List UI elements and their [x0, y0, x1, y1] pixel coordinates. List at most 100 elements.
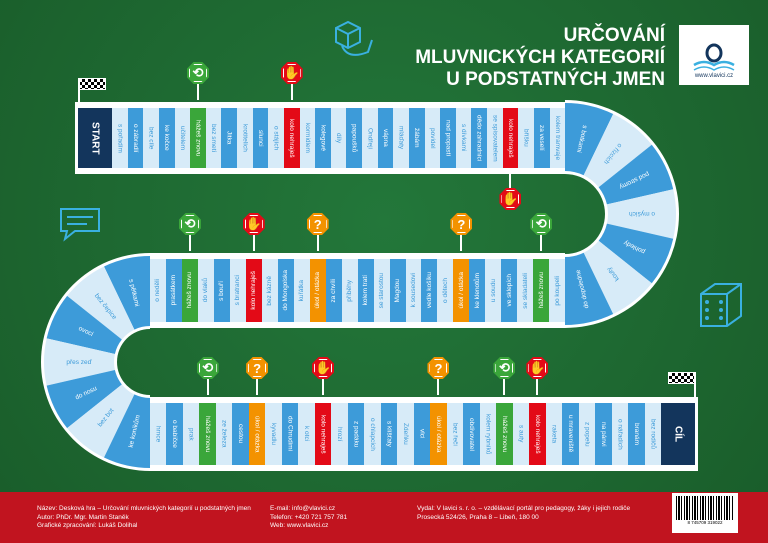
recycle-arrows-icon: ⟲: [178, 213, 201, 235]
tile-kolo-nehrajes: kolo nehraješ: [245, 259, 262, 322]
board-tile: se skladateli: [517, 259, 534, 322]
tile-kolo-nehrajes: kolo nehraješ: [283, 108, 300, 168]
tile-hazes-znovu: hážeš znovu: [190, 108, 206, 168]
footer: Název: Desková hra – Určování mluvnickýc…: [0, 492, 768, 543]
board-tile: vápna: [377, 108, 394, 168]
title-line: URČOVÁNÍ: [563, 25, 665, 46]
board-tile: za chvíli: [325, 259, 342, 322]
board-tile: s klíšťaty: [380, 403, 398, 465]
board-tile: bez rodičů: [644, 403, 662, 465]
board-row-top: START s pořadím o zábradlí bez cíle ke kočce…: [75, 102, 566, 174]
tile-label: úkol / otázka: [434, 415, 442, 453]
title-line: MLUVNICKÝCH KATEGORIÍ: [415, 47, 665, 68]
footer-email: E-mail: info@vlavici.cz: [270, 505, 336, 512]
tile-label: úkol / otázka: [253, 415, 261, 453]
book-logo-icon: [693, 43, 735, 71]
tile-label: po koupeli: [553, 275, 561, 306]
tile-label: na pánvi: [599, 421, 607, 447]
tile-label: úkol / otázka: [457, 272, 465, 309]
tile-label: o dětech: [441, 278, 449, 303]
question-mark-icon: ?: [450, 213, 473, 235]
tile-label: do Chrudimi: [286, 416, 294, 452]
tile-kolo-nehrajes: kolo nehraješ: [314, 403, 332, 465]
board-row-middle: o neděli prasátkem hážeš znovu do vlaků s bo…: [150, 253, 566, 328]
board-tile: ke kočce: [158, 108, 175, 168]
board-tile: Magdou: [389, 259, 406, 322]
board-tile: o chlapcích: [364, 403, 381, 465]
tile-label: kolem tratí: [362, 275, 370, 306]
board-tile: na pánvi: [595, 403, 612, 465]
board-tile: branám: [628, 403, 645, 465]
tile-label: díly: [335, 132, 343, 144]
board-tile: slunci: [252, 108, 269, 168]
board-tile: do Mongolska: [277, 259, 294, 322]
tile-label: branám: [632, 422, 640, 446]
board-tile: kormidlem: [299, 108, 316, 168]
page-title: URČOVÁNÍ MLUVNICKÝCH KATEGORIÍ U PODSTAT…: [415, 25, 665, 91]
board-tile: o neděli: [150, 259, 166, 322]
tile-label: povidel: [428, 127, 436, 149]
curve-tile: [43, 338, 115, 386]
tile-label: o zábradlí: [131, 123, 139, 153]
board-tile: prasátkem: [165, 259, 182, 322]
tile-label: kolegové: [319, 124, 327, 152]
barcode: 8 745709 319022: [672, 493, 738, 533]
tile-label: kormidlem: [303, 123, 311, 153]
question-mark-icon: ?: [427, 357, 450, 379]
tile-label: mláďaty: [397, 126, 405, 150]
tile-label: bez řeči: [451, 422, 459, 446]
tile-label: vápna: [381, 129, 389, 147]
board-tile: povidel: [424, 108, 441, 168]
board-tile: bez smetí: [205, 108, 222, 168]
board-tile: Zdeňku: [397, 403, 414, 465]
board-tile: ke klenotům: [469, 259, 486, 322]
board-tile: o nářadích: [611, 403, 629, 465]
board-tile: z popelu: [578, 403, 596, 465]
footer-publisher: Vydal: V lavici s. r. o. – vzdělávací po…: [417, 505, 631, 512]
dice-icon: [700, 283, 742, 327]
start-flag-icon: [78, 78, 106, 90]
tile-hazes-znovu: hážeš znovu: [181, 259, 198, 322]
tile-hazes-znovu: hážeš znovu: [533, 259, 550, 322]
tile-label: bez cíle: [147, 126, 155, 150]
tile-label: hrnce: [154, 425, 162, 443]
board-tile: vlci: [413, 403, 431, 465]
tile-label: bříšku: [522, 129, 530, 147]
tile-label: ze železa: [220, 420, 228, 448]
tile-label: žábám: [413, 128, 421, 148]
curve-tile: [67, 384, 135, 458]
board-tile: mláďaty: [393, 108, 409, 168]
tile-label: o chlapcích: [369, 417, 377, 451]
board-tile: se spisovatelem: [487, 108, 503, 168]
tile-label: kolo nehraješ: [319, 414, 327, 454]
board-tile: u soudu: [485, 259, 502, 322]
tile-label: s klíšťaty: [385, 421, 393, 447]
tile-label: o stájích: [272, 125, 280, 151]
board-tile: z padáku: [347, 403, 365, 465]
board-tile: k sousedovi: [405, 259, 422, 322]
board-tile: Jitka: [221, 108, 237, 168]
tile-label: Zdeňku: [402, 423, 409, 445]
start-tile: START: [78, 108, 112, 168]
tile-label: o babičce: [171, 420, 179, 448]
tile-label: ve sklepích: [505, 274, 513, 307]
tile-label: cestou: [237, 424, 245, 444]
board-tile: za veselí: [533, 108, 550, 168]
curve-tile: [46, 295, 122, 354]
speech-bubble-icon: [60, 208, 100, 242]
board-tile: s dívkami: [455, 108, 472, 168]
board-tile: bez cíle: [143, 108, 159, 168]
tile-label: bez smetí: [210, 123, 218, 153]
tile-label: bez rodičů: [649, 419, 657, 449]
board-tile: bříšku: [518, 108, 534, 168]
vlavici-logo: www.vlavici.cz: [679, 25, 749, 85]
footer-graphics: Grafické zpracování: Lukáš Dolihal: [37, 522, 138, 529]
board-tile: s bouří: [213, 259, 230, 322]
board-tile: dědo zahradníci: [471, 108, 487, 168]
recycle-arrows-icon: ⟲: [530, 213, 553, 235]
curve-tile: [583, 240, 652, 315]
board-tile: do Chrudimi: [281, 403, 299, 465]
tile-label: z popelu: [583, 421, 591, 447]
board-tile: raketa: [545, 403, 563, 465]
stop-hand-icon: ✋: [312, 357, 335, 379]
